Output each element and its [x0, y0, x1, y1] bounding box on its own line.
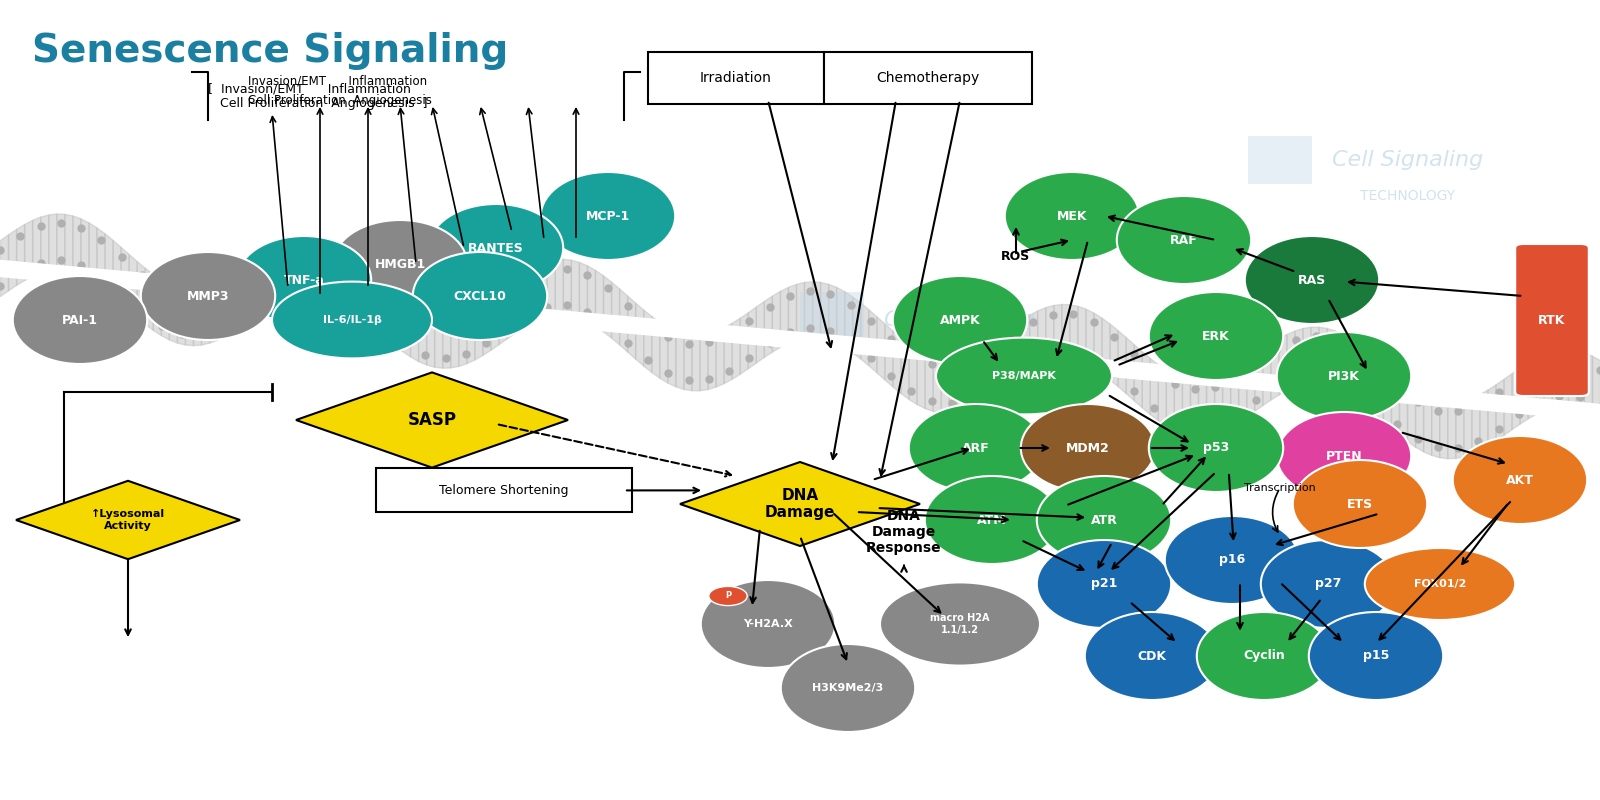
Text: macro H2A
1.1/1.2: macro H2A 1.1/1.2 [930, 613, 990, 635]
Ellipse shape [141, 252, 275, 340]
Text: Y-H2A.X: Y-H2A.X [742, 619, 794, 629]
Text: ATM: ATM [978, 514, 1006, 526]
Text: TECHNOLOGY: TECHNOLOGY [912, 349, 1008, 363]
Ellipse shape [880, 582, 1040, 666]
Text: Transcription: Transcription [1245, 483, 1315, 493]
Ellipse shape [237, 236, 371, 324]
Ellipse shape [1165, 516, 1299, 604]
Polygon shape [680, 462, 920, 546]
Ellipse shape [1005, 172, 1139, 260]
Text: PAI-1: PAI-1 [62, 314, 98, 326]
Text: DNA
Damage: DNA Damage [765, 488, 835, 520]
Polygon shape [16, 481, 240, 559]
Text: PI3K: PI3K [1328, 370, 1360, 382]
Text: IL-6/IL-1β: IL-6/IL-1β [323, 315, 381, 325]
Circle shape [709, 586, 747, 606]
Text: ATR: ATR [1091, 514, 1117, 526]
Ellipse shape [1277, 332, 1411, 420]
Text: TNF-a: TNF-a [283, 274, 325, 286]
Text: Senescence Signaling: Senescence Signaling [32, 32, 509, 70]
Text: AKT: AKT [1506, 474, 1534, 486]
Ellipse shape [333, 220, 467, 308]
Ellipse shape [1149, 292, 1283, 380]
Text: Invasion/EMT      Inflammation: Invasion/EMT Inflammation [248, 74, 427, 87]
Ellipse shape [1149, 404, 1283, 492]
Text: Cell Signaling: Cell Signaling [885, 310, 1035, 330]
Ellipse shape [925, 476, 1059, 564]
FancyBboxPatch shape [648, 52, 824, 104]
Text: MDM2: MDM2 [1066, 442, 1110, 454]
Text: TECHNOLOGY: TECHNOLOGY [1360, 189, 1456, 203]
Text: Cell Proliferation  Angiogenesis: Cell Proliferation Angiogenesis [248, 94, 432, 107]
Text: SASP: SASP [408, 411, 456, 429]
Text: P: P [725, 591, 731, 601]
Bar [1248, 136, 1312, 184]
Text: p53: p53 [1203, 442, 1229, 454]
Text: Chemotherapy: Chemotherapy [877, 70, 979, 85]
Ellipse shape [1245, 236, 1379, 324]
Ellipse shape [1037, 540, 1171, 628]
Text: ETS: ETS [1347, 498, 1373, 510]
Text: H3K9Me2/3: H3K9Me2/3 [813, 683, 883, 693]
Ellipse shape [1085, 612, 1219, 700]
Text: Irradiation: Irradiation [701, 70, 771, 85]
Ellipse shape [1117, 196, 1251, 284]
Ellipse shape [1197, 612, 1331, 700]
Text: p27: p27 [1315, 578, 1341, 590]
Text: p15: p15 [1363, 650, 1389, 662]
Text: AMPK: AMPK [939, 314, 981, 326]
Bar [800, 292, 864, 340]
Ellipse shape [893, 276, 1027, 364]
Ellipse shape [1037, 476, 1171, 564]
Text: DNA
Damage
Response: DNA Damage Response [866, 509, 942, 555]
Text: MCP-1: MCP-1 [586, 210, 630, 222]
Ellipse shape [272, 282, 432, 358]
Text: ROS: ROS [1002, 250, 1030, 262]
Ellipse shape [909, 404, 1043, 492]
Ellipse shape [429, 204, 563, 292]
Ellipse shape [1293, 460, 1427, 548]
Text: RAS: RAS [1298, 274, 1326, 286]
Ellipse shape [1261, 540, 1395, 628]
Text: Telomere Shortening: Telomere Shortening [440, 484, 568, 497]
Text: p21: p21 [1091, 578, 1117, 590]
Ellipse shape [413, 252, 547, 340]
FancyBboxPatch shape [376, 468, 632, 512]
FancyBboxPatch shape [1515, 244, 1589, 396]
FancyBboxPatch shape [824, 52, 1032, 104]
Text: Cell Signaling: Cell Signaling [1333, 150, 1483, 170]
Text: [  Invasion/EMT      Inflammation
   Cell Proliferation  Angiogenesis  ]: [ Invasion/EMT Inflammation Cell Prolife… [208, 82, 427, 110]
Text: FOX01/2: FOX01/2 [1414, 579, 1466, 589]
Ellipse shape [541, 172, 675, 260]
Text: MEK: MEK [1056, 210, 1088, 222]
Text: ↑Lysosomal
Activity: ↑Lysosomal Activity [91, 509, 165, 531]
Ellipse shape [1021, 404, 1155, 492]
Text: RTK: RTK [1538, 314, 1566, 326]
Ellipse shape [1453, 436, 1587, 524]
Text: RAF: RAF [1170, 234, 1198, 246]
Text: HMGB1: HMGB1 [374, 258, 426, 270]
Ellipse shape [1277, 412, 1411, 500]
Text: ERK: ERK [1202, 330, 1230, 342]
Ellipse shape [701, 580, 835, 668]
Text: p16: p16 [1219, 554, 1245, 566]
Ellipse shape [1309, 612, 1443, 700]
Text: Cyclin: Cyclin [1243, 650, 1285, 662]
Ellipse shape [13, 276, 147, 364]
Text: ARF: ARF [962, 442, 990, 454]
Ellipse shape [781, 644, 915, 732]
Text: PTEN: PTEN [1326, 450, 1362, 462]
Text: CXCL10: CXCL10 [453, 290, 507, 302]
Text: MMP3: MMP3 [187, 290, 229, 302]
Ellipse shape [936, 338, 1112, 414]
Text: RANTES: RANTES [469, 242, 523, 254]
Ellipse shape [1365, 548, 1515, 620]
Text: CDK: CDK [1138, 650, 1166, 662]
Polygon shape [296, 373, 568, 467]
Text: P38/MAPK: P38/MAPK [992, 371, 1056, 381]
